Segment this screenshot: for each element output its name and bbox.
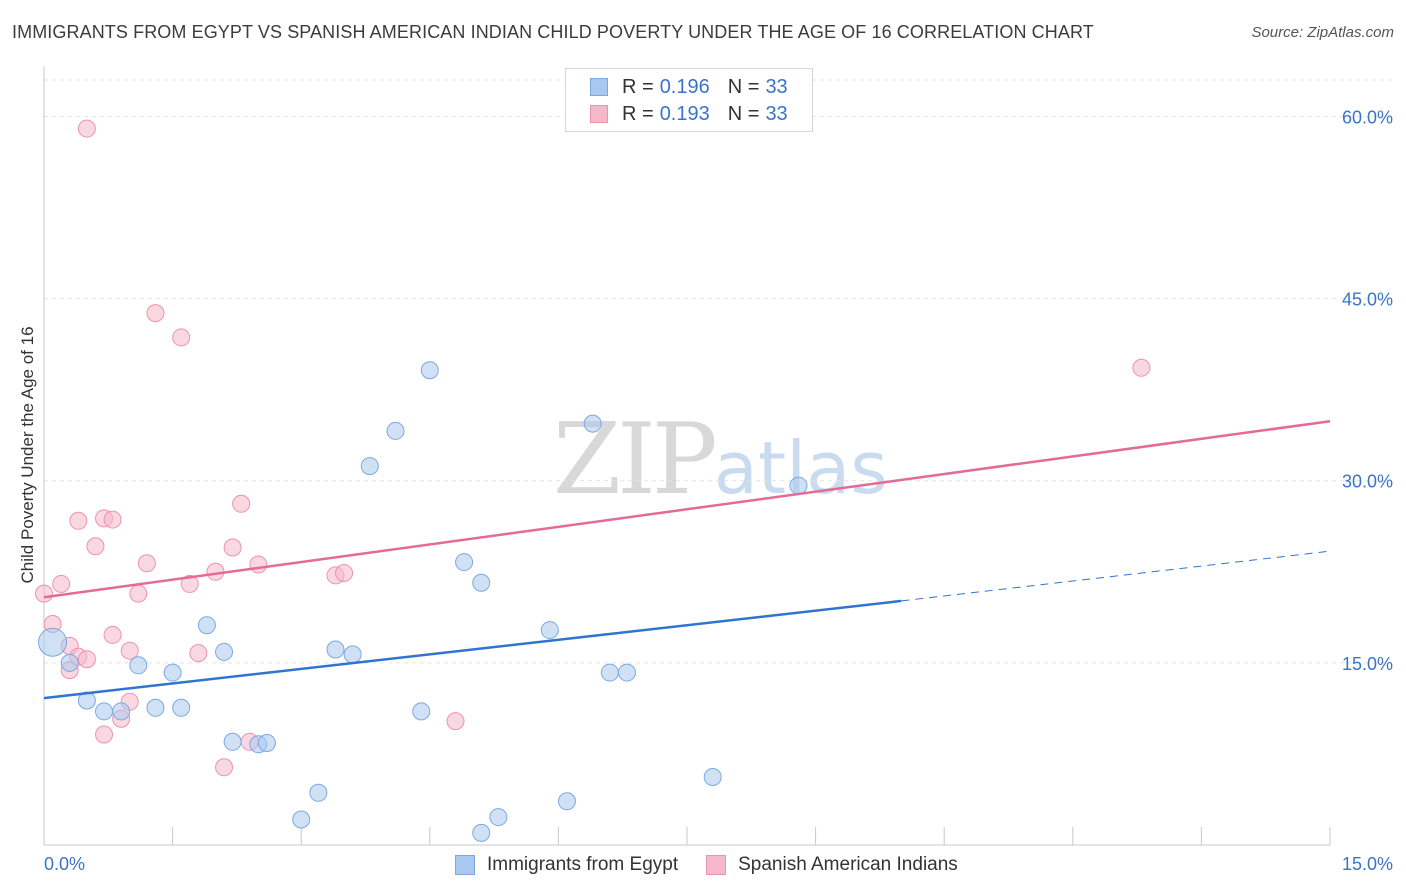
egypt-trend-extension bbox=[901, 550, 1331, 602]
legend-swatch-pink bbox=[706, 855, 727, 875]
legend-n-label: N = bbox=[727, 102, 760, 125]
egypt-point bbox=[455, 553, 474, 572]
egypt-point bbox=[95, 702, 114, 721]
spanish-point bbox=[69, 511, 88, 530]
spanish-point bbox=[223, 538, 242, 557]
spanish-trend-line bbox=[43, 419, 1331, 599]
egypt-point bbox=[360, 457, 379, 476]
spanish-point bbox=[103, 510, 122, 529]
legend-item-egypt: Immigrants from Egypt bbox=[455, 854, 678, 876]
egypt-point bbox=[703, 768, 722, 786]
correlation-legend: R = 0.196 N = 33 R = 0.193 N = 33 bbox=[565, 68, 813, 132]
legend-row-egypt: R = 0.196 N = 33 bbox=[590, 75, 788, 99]
watermark: ZIPatlas bbox=[553, 403, 888, 517]
egypt-point bbox=[112, 702, 131, 721]
series-legend: Immigrants from Egypt Spanish American I… bbox=[455, 852, 986, 878]
egypt-point bbox=[172, 698, 191, 717]
egypt-point bbox=[789, 476, 808, 495]
spanish-point bbox=[137, 554, 156, 573]
legend-label-egypt: Immigrants from Egypt bbox=[487, 854, 679, 875]
legend-r-label: R = bbox=[622, 75, 654, 98]
legend-swatch-blue bbox=[590, 78, 608, 96]
spanish-point bbox=[189, 644, 208, 663]
egypt-point bbox=[583, 414, 602, 433]
spanish-point bbox=[446, 712, 465, 731]
egypt-point bbox=[472, 823, 491, 842]
legend-n-label: N = bbox=[727, 75, 760, 98]
spanish-point bbox=[172, 328, 191, 347]
spanish-point bbox=[95, 725, 114, 744]
egypt-point bbox=[420, 361, 439, 380]
egypt-point bbox=[215, 642, 234, 661]
spanish-point bbox=[120, 641, 139, 660]
egypt-point bbox=[129, 656, 148, 675]
egypt-point bbox=[412, 702, 431, 721]
y-axis-label: Child Poverty Under the Age of 16 bbox=[18, 326, 37, 583]
spanish-point bbox=[232, 494, 251, 513]
legend-r-value: 0.193 bbox=[659, 102, 710, 125]
egypt-point bbox=[257, 734, 276, 752]
y-tick-label: 15.0% bbox=[1342, 654, 1393, 674]
spanish-point bbox=[249, 555, 268, 574]
egypt-point bbox=[600, 663, 619, 682]
egypt-point bbox=[163, 663, 182, 682]
legend-r-value: 0.196 bbox=[659, 75, 710, 98]
legend-swatch-pink bbox=[590, 105, 608, 123]
y-tick-label: 60.0% bbox=[1342, 107, 1393, 127]
spanish-point bbox=[77, 650, 96, 669]
egypt-point bbox=[386, 421, 405, 440]
spanish-point bbox=[335, 564, 354, 582]
source-label: Source: ZipAtlas.com bbox=[1251, 24, 1394, 41]
egypt-point bbox=[343, 645, 362, 664]
egypt-point bbox=[223, 732, 242, 751]
spanish-point bbox=[103, 625, 122, 644]
egypt-point bbox=[489, 808, 508, 827]
spanish-point bbox=[180, 574, 199, 593]
egypt-point bbox=[309, 783, 328, 802]
egypt-point bbox=[60, 653, 79, 672]
spanish-point bbox=[52, 574, 71, 593]
egypt-point bbox=[540, 621, 559, 640]
legend-swatch-blue bbox=[455, 855, 475, 875]
spanish-point bbox=[35, 584, 53, 603]
egypt-point bbox=[557, 792, 576, 811]
egypt-point bbox=[292, 810, 311, 829]
watermark-atlas: atlas bbox=[713, 426, 888, 510]
egypt-point bbox=[38, 627, 68, 657]
spanish-point bbox=[215, 758, 234, 777]
egypt-point bbox=[472, 573, 491, 592]
spanish-point bbox=[129, 584, 148, 603]
legend-r-label: R = bbox=[622, 102, 654, 125]
egypt-trend-line bbox=[43, 599, 902, 700]
watermark-zip: ZIP bbox=[553, 403, 718, 517]
x-tick-label: 15.0% bbox=[1342, 854, 1393, 874]
spanish-point bbox=[146, 304, 165, 323]
legend-n-value: 33 bbox=[765, 75, 788, 98]
y-tick-label: 30.0% bbox=[1342, 472, 1393, 492]
egypt-point bbox=[197, 616, 216, 635]
x-tick-label: 0.0% bbox=[44, 854, 85, 874]
spanish-point bbox=[77, 119, 96, 138]
y-tick-label: 45.0% bbox=[1342, 290, 1393, 310]
legend-n-value: 33 bbox=[765, 102, 788, 125]
chart-title: IMMIGRANTS FROM EGYPT VS SPANISH AMERICA… bbox=[12, 22, 1094, 42]
egypt-point bbox=[146, 698, 165, 717]
egypt-point bbox=[326, 640, 345, 659]
legend-row-spanish: R = 0.193 N = 33 bbox=[590, 102, 788, 126]
egypt-point bbox=[617, 663, 636, 682]
legend-item-spanish: Spanish American Indians bbox=[706, 854, 958, 876]
spanish-point bbox=[86, 537, 105, 556]
spanish-point bbox=[1132, 358, 1151, 377]
legend-label-spanish: Spanish American Indians bbox=[738, 854, 958, 875]
